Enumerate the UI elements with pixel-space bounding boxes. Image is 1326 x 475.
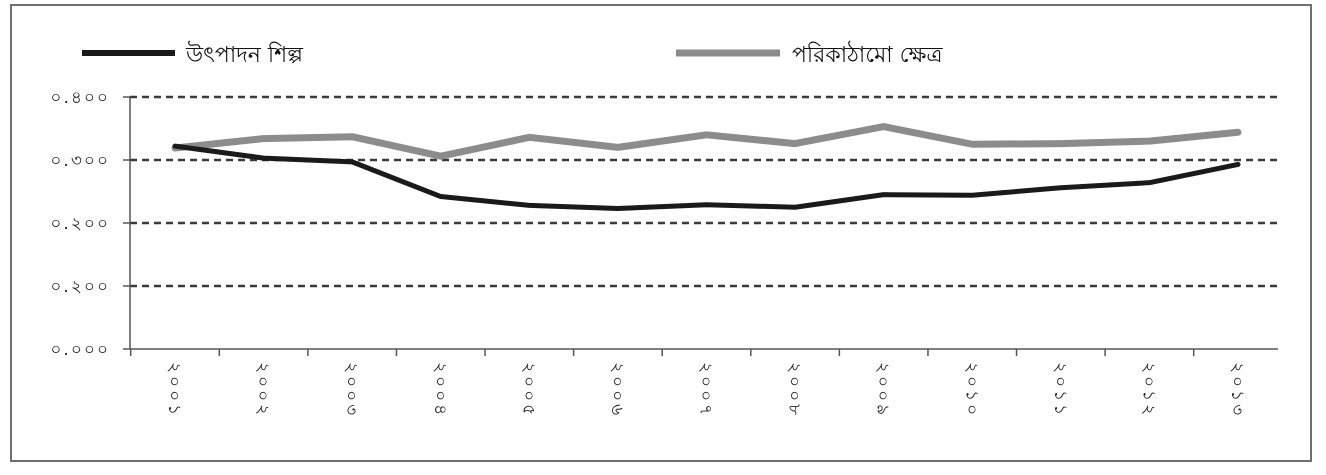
x-tick-label-6: ২০০৭ [696, 362, 716, 418]
x-tick-label-10: ২০১১ [1050, 362, 1070, 418]
chart-frame [10, 4, 1312, 462]
x-tick-label-8: ২০০৯ [873, 362, 893, 418]
x-tick-label-9: ২০১০ [961, 362, 981, 418]
y-tick-label-3: ০.২০০ [50, 277, 110, 297]
x-tick-label-2: ২০০৩ [341, 362, 361, 418]
legend-label-series-0: উৎপাদন শিল্প [185, 41, 303, 68]
series-line-1 [171, 123, 1242, 160]
series-lines [171, 123, 1242, 212]
series-line-0 [172, 143, 1241, 212]
legend-label-series-1: পরিকাঠামো ক্ষেত্র [792, 41, 943, 68]
x-tick-label-12: ২০১৩ [1227, 362, 1247, 418]
gridlines [130, 95, 1278, 288]
x-tick-label-11: ২০১২ [1138, 362, 1158, 418]
x-tick-label-4: ২০০৫ [518, 362, 538, 418]
x-tick-label-0: ২০০১ [164, 362, 184, 418]
y-tick-label-0: ০.৪০০ [50, 88, 110, 108]
x-axis-ticks: ২০০১ ২০০২ ২০০৩ ২০০৪ ২০০৫ ২০০৬ ২০০৭ ২০০৮ ২০০৯ ২০১০… [129, 349, 1247, 418]
x-tick-label-3: ২০০৪ [430, 362, 450, 418]
y-tick-label-2: ০.২০০ [50, 214, 110, 234]
y-axis-ticks: ০.৪০০ ০.৩০০ ০.২০০ ০.২০০ ০.০০০ [50, 88, 130, 360]
x-tick-label-7: ২০০৮ [784, 362, 804, 418]
x-tick-label-1: ২০০২ [253, 362, 273, 418]
y-tick-label-1: ০.৩০০ [50, 151, 110, 171]
y-tick-label-4: ০.০০০ [50, 340, 110, 360]
legend: উৎপাদন শিল্প পরিকাঠামো ক্ষেত্র [82, 41, 943, 68]
x-tick-label-5: ২০০৬ [607, 362, 627, 418]
